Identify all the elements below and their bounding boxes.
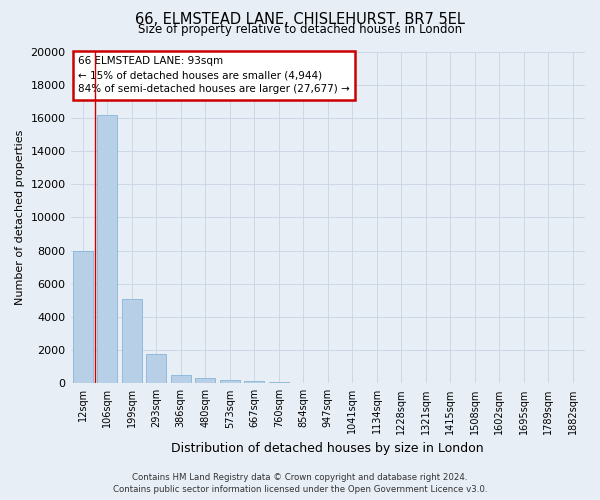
Text: Contains HM Land Registry data © Crown copyright and database right 2024.
Contai: Contains HM Land Registry data © Crown c… bbox=[113, 472, 487, 494]
Bar bbox=[171, 375, 191, 384]
Text: 66 ELMSTEAD LANE: 93sqm
← 15% of detached houses are smaller (4,944)
84% of semi: 66 ELMSTEAD LANE: 93sqm ← 15% of detache… bbox=[78, 56, 350, 94]
Text: 66, ELMSTEAD LANE, CHISLEHURST, BR7 5EL: 66, ELMSTEAD LANE, CHISLEHURST, BR7 5EL bbox=[135, 12, 465, 28]
Bar bbox=[73, 250, 92, 384]
Y-axis label: Number of detached properties: Number of detached properties bbox=[15, 130, 25, 305]
Text: Size of property relative to detached houses in London: Size of property relative to detached ho… bbox=[138, 22, 462, 36]
X-axis label: Distribution of detached houses by size in London: Distribution of detached houses by size … bbox=[172, 442, 484, 455]
Bar bbox=[220, 380, 239, 384]
Bar bbox=[122, 298, 142, 384]
Bar bbox=[146, 354, 166, 384]
Bar bbox=[269, 382, 289, 384]
Bar bbox=[97, 114, 117, 384]
Bar bbox=[244, 382, 264, 384]
Bar bbox=[196, 378, 215, 384]
